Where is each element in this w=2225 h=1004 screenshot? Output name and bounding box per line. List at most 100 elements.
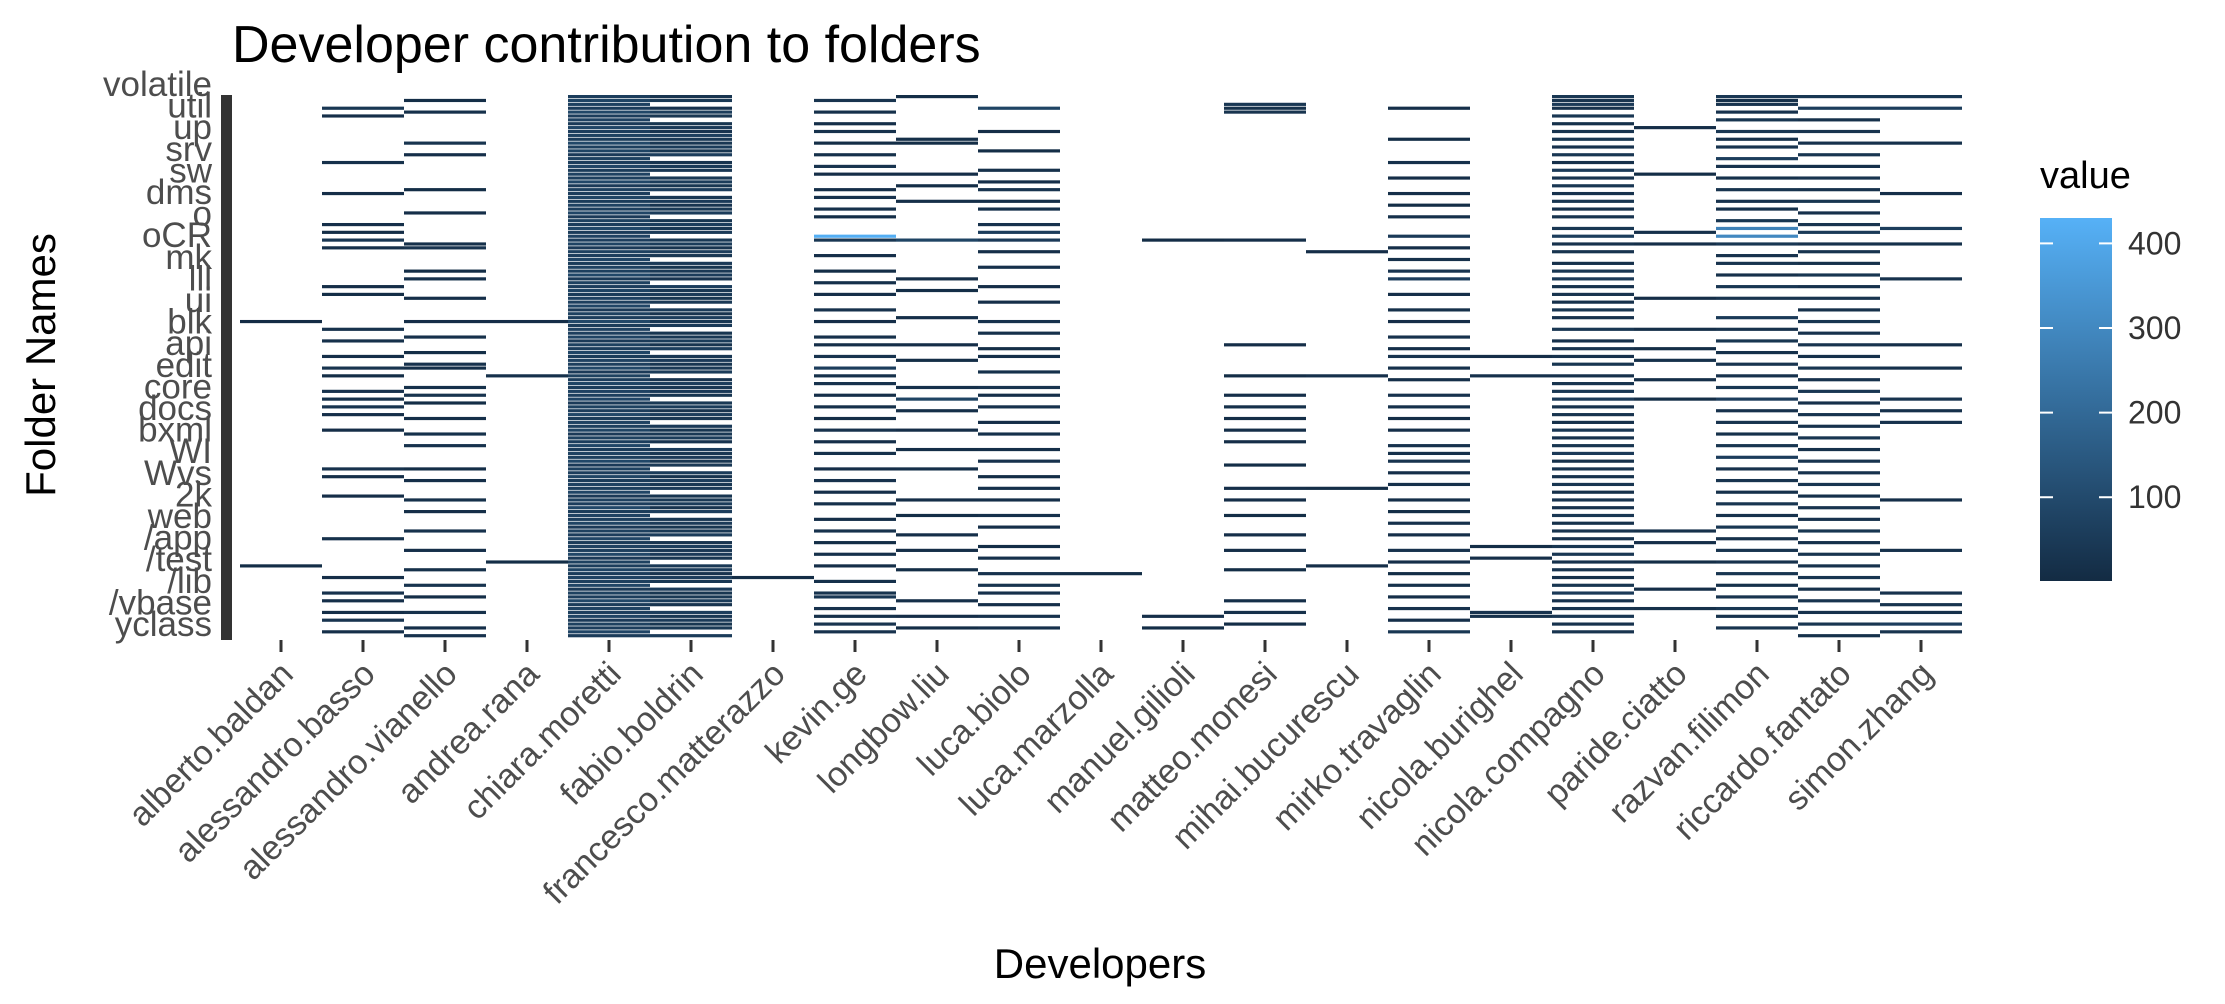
heatmap-cell	[568, 211, 650, 215]
heatmap-cell	[568, 122, 650, 126]
y-tick-label: /lib	[167, 562, 212, 601]
heatmap-cell	[322, 599, 404, 603]
heatmap-cell	[650, 98, 732, 103]
heatmap-cell	[650, 188, 732, 192]
heatmap-cell	[1552, 482, 1634, 487]
y-tick-labels: yclass/vbase/lib/test/appweb2kWvsWIbxmld…	[103, 65, 213, 644]
heatmap-cell	[814, 308, 896, 312]
heatmap-cell	[568, 339, 650, 343]
heatmap-cell	[1716, 548, 1798, 552]
heatmap-cell	[814, 440, 896, 444]
heatmap-cell	[568, 447, 650, 452]
y-tick-label: yclass	[115, 605, 212, 644]
heatmap-cell	[404, 401, 486, 405]
heatmap-cell	[568, 630, 650, 634]
heatmap-cell	[240, 564, 322, 568]
heatmap-cell	[1634, 587, 1716, 591]
heatmap-cell	[568, 432, 650, 436]
heatmap-cell	[1798, 211, 1880, 215]
heatmap-cell	[568, 579, 650, 583]
heatmap-cell	[1798, 378, 1880, 382]
heatmap-cell	[568, 285, 650, 289]
heatmap-cell	[650, 587, 732, 591]
heatmap-cell	[978, 331, 1060, 335]
heatmap-cell	[568, 277, 650, 281]
heatmap-cell	[1552, 599, 1634, 603]
heatmap-cell	[650, 568, 732, 572]
heatmap-cell	[1224, 610, 1306, 615]
heatmap-cell	[896, 238, 978, 242]
heatmap-cell	[1142, 238, 1224, 242]
heatmap-cell	[568, 568, 650, 572]
heatmap-cell	[568, 95, 650, 99]
heatmap-cell	[322, 238, 404, 242]
heatmap-cell	[814, 153, 896, 157]
heatmap-cell	[568, 494, 650, 498]
heatmap-cell	[650, 254, 732, 258]
heatmap-cell	[568, 428, 650, 432]
heatmap-cell	[568, 498, 650, 502]
heatmap-cell	[650, 521, 732, 525]
heatmap-cell	[650, 195, 732, 200]
heatmap-cell	[650, 626, 732, 630]
heatmap-cell	[1634, 560, 1716, 564]
y-tick-label: up	[173, 108, 212, 147]
heatmap-cell	[404, 110, 486, 114]
heatmap-cell	[486, 374, 568, 378]
heatmap-cell	[568, 378, 650, 382]
heatmap-cell	[814, 281, 896, 285]
heatmap-cell	[814, 451, 896, 456]
heatmap-cell	[568, 459, 650, 463]
heatmap-cell	[1716, 606, 1798, 611]
heatmap-cell	[404, 296, 486, 300]
heatmap-cell	[1388, 548, 1470, 552]
heatmap-cell	[1798, 482, 1880, 487]
heatmap-cell	[1552, 490, 1634, 494]
heatmap-cell	[1552, 114, 1634, 118]
heatmap-cell	[650, 525, 732, 529]
heatmap-cell	[1552, 327, 1634, 331]
heatmap-cell	[650, 308, 732, 312]
heatmap-cell	[1716, 513, 1798, 518]
heatmap-cell	[650, 428, 732, 432]
heatmap-cell	[568, 354, 650, 359]
heatmap-cell	[1388, 583, 1470, 587]
heatmap-cell	[568, 451, 650, 456]
heatmap-cell	[322, 339, 404, 343]
heatmap-cell	[1798, 308, 1880, 312]
heatmap-cell	[568, 537, 650, 541]
heatmap-cell	[1716, 261, 1798, 265]
heatmap-cell	[1388, 444, 1470, 448]
heatmap-cell	[650, 591, 732, 595]
heatmap-cell	[1798, 222, 1880, 227]
heatmap-cell	[650, 378, 732, 382]
heatmap-cell	[650, 285, 732, 289]
heatmap-cell	[1224, 416, 1306, 421]
heatmap-cell	[896, 199, 978, 203]
heatmap-cell	[1716, 226, 1798, 231]
heatmap-cell	[568, 195, 650, 200]
y-tick-label: web	[147, 497, 212, 536]
heatmap-cell	[896, 141, 978, 145]
heatmap-cell	[1716, 595, 1798, 599]
heatmap-cell	[404, 548, 486, 552]
heatmap-cell	[650, 339, 732, 343]
heatmap-cell	[568, 172, 650, 176]
heatmap-cell	[1798, 517, 1880, 521]
heatmap-cell	[650, 498, 732, 502]
heatmap-cell	[650, 226, 732, 231]
heatmap-cell	[1552, 153, 1634, 157]
heatmap-cell	[1798, 447, 1880, 452]
heatmap-cell	[1224, 106, 1306, 110]
heatmap-cell	[1880, 141, 1962, 145]
heatmap-cell	[568, 552, 650, 556]
heatmap-cell	[814, 234, 896, 238]
heatmap-cell	[650, 544, 732, 549]
heatmap-cell	[650, 533, 732, 537]
heatmap-cell	[1880, 409, 1962, 413]
heatmap-cell	[1552, 199, 1634, 203]
heatmap-cell	[1716, 145, 1798, 149]
heatmap-cell	[650, 572, 732, 576]
x-axis-title: Developers	[994, 940, 1206, 987]
heatmap-cell	[1552, 277, 1634, 281]
